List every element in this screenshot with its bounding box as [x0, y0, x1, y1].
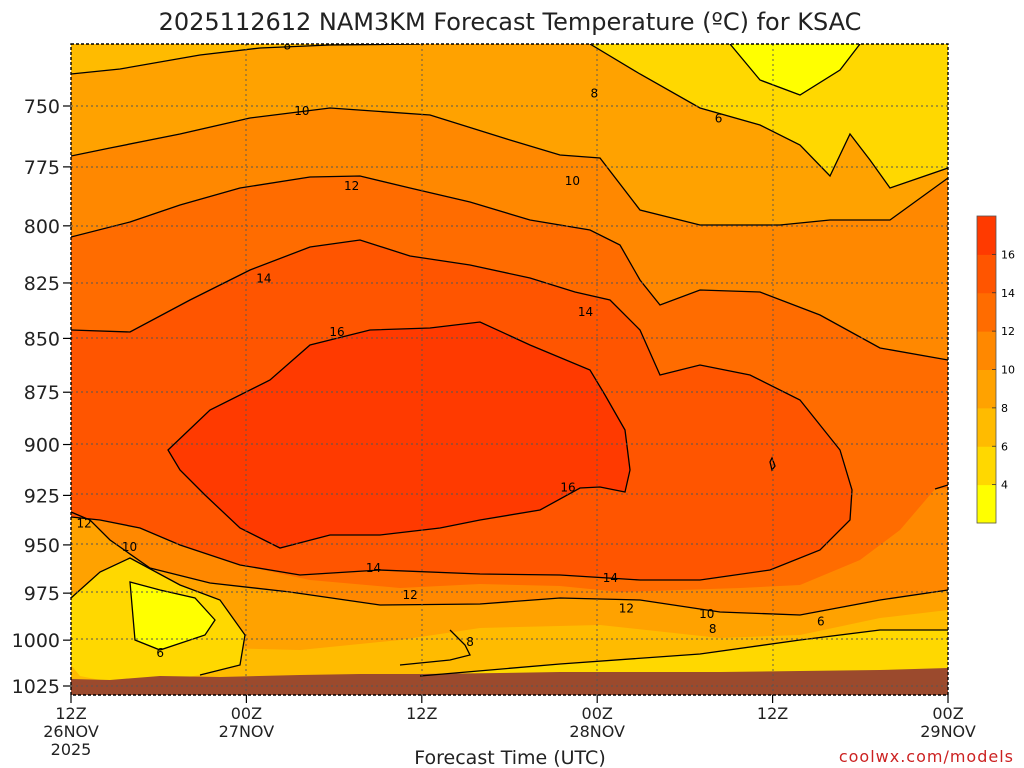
x-tick-label: 28NOV — [569, 722, 625, 741]
x-tick-label: 2025 — [51, 740, 92, 759]
contour-label: 10 — [294, 104, 309, 118]
contour-label: 8 — [709, 622, 717, 636]
y-tick-label: 1025 — [12, 676, 60, 698]
contour-label: 16 — [329, 325, 344, 339]
contour-line — [71, 107, 948, 226]
band-16-18 — [168, 322, 630, 548]
contour-label: 12 — [402, 588, 417, 602]
colorbar-segment — [977, 331, 996, 370]
colorbar-tick-label: 14 — [1001, 287, 1015, 300]
contour-line — [769, 456, 776, 472]
x-axis-label: Forecast Time (UTC) — [414, 747, 605, 768]
grid — [71, 44, 948, 695]
contour-label: 10 — [565, 174, 580, 188]
colorbar-segment — [977, 254, 996, 294]
colorbar-tick-label: 10 — [1001, 364, 1015, 377]
contour-label: 14 — [256, 271, 271, 285]
chart-title: 2025112612 NAM3KM Forecast Temperature (… — [159, 8, 862, 36]
contour-line — [589, 44, 948, 189]
band-top-east — [590, 44, 948, 188]
colorbar-tick-label: 4 — [1001, 479, 1008, 492]
contour-label: 16 — [560, 480, 575, 494]
y-tick-label: 775 — [24, 157, 60, 179]
plot-frame — [70, 43, 949, 696]
contour-label: 14 — [366, 561, 381, 575]
x-tick-label: 26NOV — [43, 722, 99, 741]
x-tick-label: 29NOV — [920, 722, 976, 741]
x-tick-label: 00Z — [582, 704, 613, 723]
y-axis: 750 775 800 825 850 875 900 925 950 975 1000 1025 — [12, 96, 71, 698]
contour-lines — [71, 44, 948, 677]
colorbar-tick-label: 16 — [1001, 248, 1015, 261]
contour-label: 14 — [603, 571, 618, 585]
credit-text: coolwx.com/models — [839, 747, 1014, 766]
colorbar-segment — [977, 369, 996, 409]
contour-line — [399, 629, 471, 666]
colorbar-segment — [977, 407, 996, 447]
contour-line — [71, 44, 421, 75]
contour-line — [167, 321, 631, 549]
contour-label: 8 — [284, 39, 292, 53]
contour-label: 6 — [156, 646, 164, 660]
y-tick-label: 925 — [24, 485, 60, 507]
colorbar-tick-label: 6 — [1001, 440, 1008, 453]
y-tick-label: 750 — [24, 96, 60, 118]
band-top-peak — [730, 44, 860, 95]
band-2-4-pocket — [130, 582, 215, 650]
contour-line — [71, 239, 853, 581]
y-tick-label: 875 — [24, 382, 60, 404]
contour-line — [129, 581, 216, 651]
contour-label: 6 — [715, 111, 723, 125]
y-tick-label: 975 — [24, 583, 60, 605]
y-tick-label: 800 — [24, 216, 60, 238]
y-tick-label: 900 — [24, 435, 60, 457]
contour-label: 10 — [122, 540, 137, 554]
y-tick-label: 850 — [24, 328, 60, 350]
x-tick-label: 12Z — [757, 704, 788, 723]
contour-line — [934, 484, 948, 490]
contour-label: 6 — [817, 614, 825, 628]
contour-label: 8 — [590, 87, 598, 101]
x-tick-label: 00Z — [231, 704, 262, 723]
x-tick-label: 00Z — [932, 704, 963, 723]
contour-label: 10 — [699, 607, 714, 621]
contour-line — [71, 175, 948, 361]
x-tick-label: 27NOV — [219, 722, 275, 741]
contour-label: 14 — [578, 305, 593, 319]
contour-label: 8 — [466, 635, 474, 649]
colorbar-segment — [977, 446, 996, 486]
contour-label: 12 — [344, 179, 359, 193]
x-tick-label: 12Z — [406, 704, 437, 723]
y-tick-label: 950 — [24, 535, 60, 557]
colorbar: 4 6 8 10 12 14 16 — [976, 215, 1015, 524]
colorbar-segment — [977, 484, 996, 524]
contour-line — [71, 511, 948, 616]
colorbar-tick-label: 8 — [1001, 402, 1008, 415]
x-tick-label: 12Z — [55, 704, 86, 723]
ground — [71, 668, 948, 695]
colorbar-segment — [977, 292, 996, 332]
contour-label: 12 — [77, 516, 92, 530]
contour-line — [419, 629, 948, 677]
colorbar-tick-label: 12 — [1001, 325, 1015, 338]
contour-label: 12 — [619, 601, 634, 615]
colorbar-segment — [977, 216, 996, 255]
contour-line — [729, 44, 861, 96]
contour-line — [71, 557, 246, 676]
y-tick-label: 825 — [24, 273, 60, 295]
y-tick-label: 1000 — [12, 630, 60, 652]
